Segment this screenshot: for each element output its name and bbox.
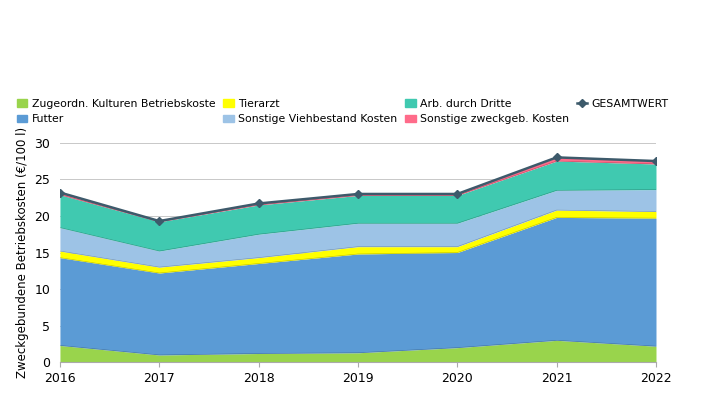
Y-axis label: Zweckgebundene Betriebskosten (€/100 l): Zweckgebundene Betriebskosten (€/100 l) [16, 127, 29, 378]
Legend: Zugeordn. Kulturen Betriebskoste, Futter, Tierarzt, Sonstige Viehbestand Kosten,: Zugeordn. Kulturen Betriebskoste, Futter… [12, 94, 673, 128]
